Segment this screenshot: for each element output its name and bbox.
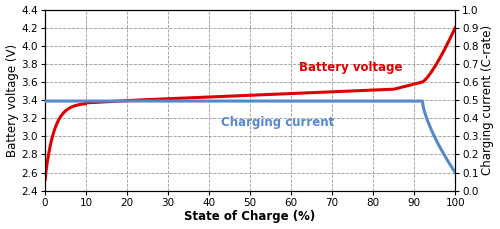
X-axis label: State of Charge (%): State of Charge (%) (184, 210, 316, 224)
Y-axis label: Charging current (C-rate): Charging current (C-rate) (482, 25, 494, 175)
Y-axis label: Battery voltage (V): Battery voltage (V) (6, 44, 18, 157)
Text: Battery voltage: Battery voltage (300, 61, 403, 74)
Text: Charging current: Charging current (222, 115, 334, 128)
